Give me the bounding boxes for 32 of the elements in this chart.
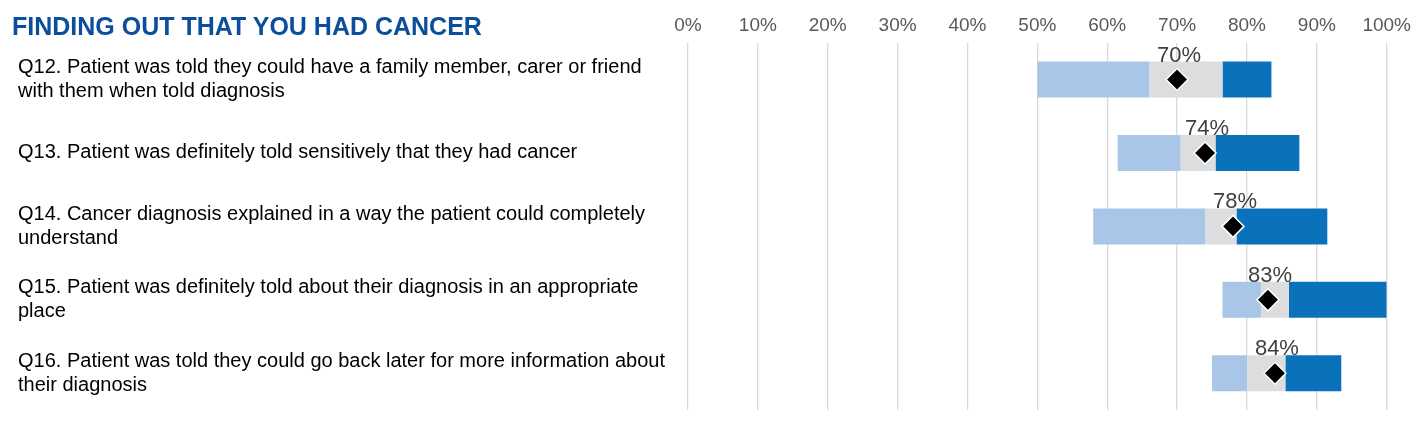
data-label: 74% bbox=[1185, 115, 1230, 141]
text: FINDING OUT THAT YOU HAD CANCER bbox=[12, 12, 482, 41]
bar bbox=[1285, 355, 1342, 392]
x-tick-label: 10% bbox=[738, 13, 777, 35]
x-tick-label: 30% bbox=[878, 13, 917, 35]
x-tick-label: 90% bbox=[1297, 13, 1336, 35]
bar bbox=[1236, 208, 1328, 245]
bar bbox=[1212, 355, 1247, 392]
y-tick-label: Q15. Patient was definitely told about their diagnosis in an appropriate place bbox=[18, 275, 639, 322]
x-tick-label: 20% bbox=[808, 13, 847, 35]
y-tick-label: Q13. Patient was definitely told sensitively that they had cancer bbox=[18, 140, 578, 163]
data-label: 83% bbox=[1247, 261, 1292, 287]
bar bbox=[1037, 61, 1150, 98]
bar bbox=[1222, 281, 1261, 318]
data-label: 70% bbox=[1157, 41, 1202, 67]
bar bbox=[1288, 281, 1387, 318]
x-tick-label: 60% bbox=[1088, 13, 1127, 35]
bar bbox=[1117, 134, 1181, 171]
bar bbox=[1215, 134, 1300, 171]
data-label: 84% bbox=[1254, 335, 1299, 361]
bar bbox=[1222, 61, 1272, 98]
x-tick-label: 0% bbox=[674, 13, 702, 35]
x-tick-label: 40% bbox=[948, 13, 987, 35]
data-label: 78% bbox=[1212, 188, 1258, 214]
x-tick-label: 50% bbox=[1018, 13, 1057, 35]
bar bbox=[1093, 208, 1206, 245]
x-tick-label: 70% bbox=[1158, 13, 1197, 35]
y-tick-label: Q12. Patient was told they could have a family member, carer or friend with them when told diagnosis bbox=[17, 55, 642, 102]
x-tick-label: 100% bbox=[1362, 13, 1412, 35]
y-tick-label: Q14. Cancer diagnosis explained in a way the patient could completely understand bbox=[18, 201, 646, 248]
x-tick-label: 80% bbox=[1227, 13, 1267, 35]
y-tick-label: Q16. Patient was told they could go back later for more information about their diagnosis bbox=[18, 348, 666, 395]
